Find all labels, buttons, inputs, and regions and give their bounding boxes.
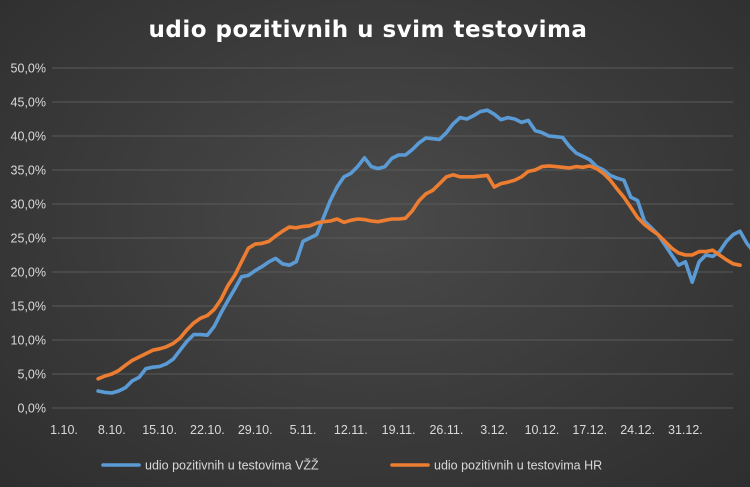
legend-label: udio pozitivnih u testovima VŽŽ (145, 458, 319, 473)
x-tick-label: 3.12. (480, 423, 508, 437)
x-tick-label: 19.11. (382, 423, 416, 437)
x-axis-ticks: 1.10. 8.10. 15.10. 22.10. 29.10. 5.11. 12.11. 1… (50, 423, 703, 437)
y-tick-label: 40,0% (11, 130, 46, 144)
y-tick-label: 50,0% (11, 62, 46, 76)
legend-label: udio pozitivnih u testovima HR (434, 459, 602, 473)
x-tick-label: 8.10. (98, 423, 126, 437)
x-tick-label: 12.11. (334, 423, 368, 437)
series-line-2 (96, 164, 742, 381)
gridlines (52, 67, 733, 409)
x-tick-label: 29.10. (238, 423, 273, 437)
x-tick-label: 10.12. (525, 423, 560, 437)
y-tick-label: 10,0% (11, 334, 46, 348)
series-line-1 (96, 108, 750, 395)
x-tick-label: 5.11. (290, 423, 317, 437)
series-lines (96, 108, 750, 395)
x-tick-label: 26.11. (429, 423, 463, 437)
y-tick-label: 5,0% (18, 368, 47, 382)
y-axis-ticks: 0,0% 5,0% 10,0% 15,0% 20,0% 25,0% 30,0% 35,0% 40… (11, 62, 46, 416)
x-tick-label: 15.10. (142, 423, 177, 437)
chart-title: udio pozitivnih u svim testovima (149, 17, 588, 43)
x-tick-label: 17.12. (572, 423, 607, 437)
x-tick-label: 24.12. (620, 423, 655, 437)
x-tick-label: 31.12. (668, 423, 703, 437)
y-tick-label: 0,0% (18, 402, 47, 416)
x-tick-label: 1.10. (50, 423, 78, 437)
y-tick-label: 45,0% (11, 96, 46, 110)
y-tick-label: 35,0% (11, 164, 46, 178)
y-tick-label: 25,0% (11, 232, 46, 246)
x-tick-label: 22.10. (190, 423, 225, 437)
y-tick-label: 20,0% (11, 266, 46, 280)
y-tick-label: 15,0% (11, 300, 46, 314)
y-tick-label: 30,0% (11, 198, 46, 212)
legend: udio pozitivnih u testovima VŽŽ udio pozi… (101, 458, 602, 473)
